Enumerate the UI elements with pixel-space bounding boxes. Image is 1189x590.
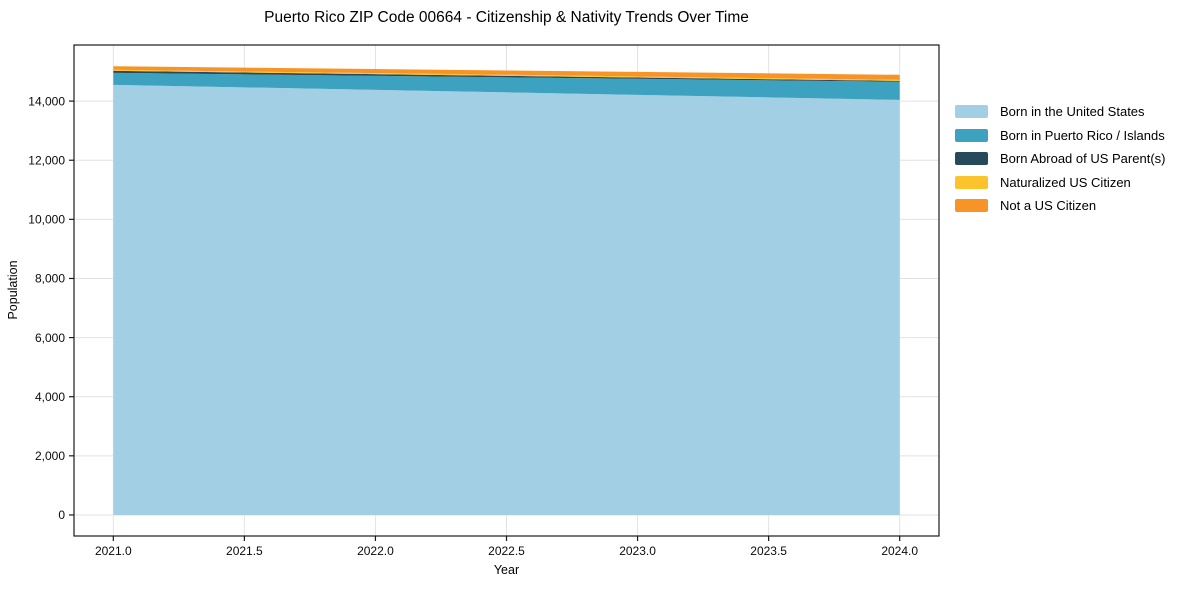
- y-tick-label: 14,000: [28, 94, 65, 108]
- legend-entry: Naturalized US Citizen: [955, 171, 1165, 195]
- legend-entry: Not a US Citizen: [955, 194, 1165, 218]
- x-axis-label: Year: [493, 563, 520, 577]
- y-tick-label: 2,000: [35, 449, 65, 463]
- area-not-a-us-citizen: [113, 66, 900, 80]
- x-tick-label: 2023.5: [750, 544, 787, 558]
- legend-label: Born Abroad of US Parent(s): [1000, 151, 1166, 167]
- legend-label: Not a US Citizen: [1000, 198, 1097, 214]
- legend-swatch-naturalized-us-citizen: [955, 175, 988, 189]
- x-tick-label: 2022.0: [357, 544, 394, 558]
- area-born-abroad-of-us-parent-s: [113, 70, 900, 82]
- legend-label: Naturalized US Citizen: [1000, 174, 1131, 190]
- legend-swatch-born-in-the-united-states: [955, 105, 988, 119]
- y-tick-label: 6,000: [35, 331, 65, 345]
- area-born-in-the-united-states: [113, 84, 900, 515]
- legend: Born in the United States Born in Puerto …: [955, 100, 1165, 218]
- y-axis-label: Population: [6, 260, 20, 320]
- area-born-in-puerto-rico-islands: [113, 72, 900, 100]
- legend-label: Born in Puerto Rico / Islands: [1000, 127, 1165, 143]
- x-tick-label: 2021.5: [226, 544, 263, 558]
- legend-entry: Born in Puerto Rico / Islands: [955, 124, 1165, 148]
- x-tick-label: 2022.5: [488, 544, 525, 558]
- chart-title: Puerto Rico ZIP Code 00664 - Citizenship…: [264, 9, 749, 26]
- legend-label: Born in the United States: [1000, 104, 1145, 120]
- y-tick-label: 8,000: [35, 272, 65, 286]
- y-tick-label: 0: [58, 508, 65, 522]
- x-tick-label: 2024.0: [881, 544, 918, 558]
- legend-swatch-born-in-puerto-rico-islands: [955, 128, 988, 142]
- legend-swatch-born-abroad-of-us-parent-s: [955, 152, 988, 166]
- legend-entry: Born Abroad of US Parent(s): [955, 147, 1165, 171]
- x-tick-label: 2023.0: [619, 544, 656, 558]
- y-tick-label: 10,000: [28, 213, 65, 227]
- legend-entry: Born in the United States: [955, 100, 1165, 124]
- y-tick-label: 4,000: [35, 390, 65, 404]
- y-tick-label: 12,000: [28, 153, 65, 167]
- legend-swatch-not-a-us-citizen: [955, 199, 988, 213]
- x-tick-label: 2021.0: [95, 544, 132, 558]
- area-naturalized-us-citizen: [113, 69, 900, 81]
